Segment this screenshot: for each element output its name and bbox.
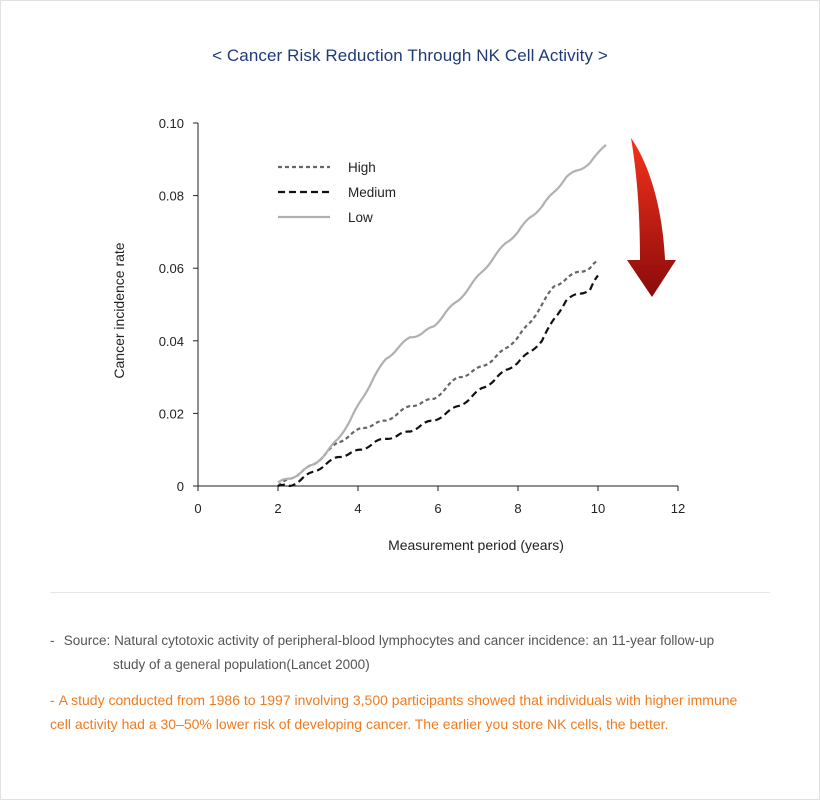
y-tick-label: 0.02 xyxy=(159,406,184,421)
legend-label-low: Low xyxy=(348,210,373,225)
x-tick-label: 2 xyxy=(274,501,281,516)
x-tick-label: 12 xyxy=(671,501,685,516)
source-citation: - Source: Natural cytotoxic activity of … xyxy=(50,629,780,677)
series-line-low xyxy=(277,143,607,484)
y-axis-title: Cancer incidence rate xyxy=(111,242,127,378)
note-text: A study conducted from 1986 to 1997 invo… xyxy=(50,692,738,732)
chart-title: < Cancer Risk Reduction Through NK Cell … xyxy=(212,46,608,65)
y-tick-label: 0.10 xyxy=(159,116,184,131)
y-tick-label: 0.06 xyxy=(159,261,184,276)
y-tick-label: 0 xyxy=(177,479,184,494)
source-label: Source: xyxy=(63,633,111,648)
x-tick-label: 10 xyxy=(591,501,605,516)
source-dash: - xyxy=(50,633,55,648)
line-chart: 0 2 4 6 8 10 12 0 0.02 0.04 0.06 0.08 0.10 High Mediu… xyxy=(111,116,686,553)
y-tick-label: 0.08 xyxy=(159,189,184,204)
study-note: -A study conducted from 1986 to 1997 inv… xyxy=(50,688,760,736)
series-group xyxy=(277,143,607,488)
down-arrow-icon xyxy=(627,138,676,297)
x-tick-label: 6 xyxy=(434,501,441,516)
x-tick-label: 4 xyxy=(354,501,361,516)
x-tick-label: 0 xyxy=(194,501,201,516)
source-line-1: Natural cytotoxic activity of peripheral… xyxy=(114,633,715,648)
x-tick-label: 8 xyxy=(514,501,521,516)
y-tick-label: 0.04 xyxy=(159,334,184,349)
series-line-high xyxy=(277,259,599,487)
legend: High Medium Low xyxy=(278,160,396,225)
x-axis-title: Measurement period (years) xyxy=(388,537,564,553)
series-line-medium xyxy=(277,274,599,488)
legend-label-high: High xyxy=(348,160,376,175)
axes: 0 2 4 6 8 10 12 0 0.02 0.04 0.06 0.08 0.10 xyxy=(159,116,686,516)
source-line-2: study of a general population(Lancet 200… xyxy=(113,657,370,672)
legend-label-medium: Medium xyxy=(348,185,396,200)
divider xyxy=(50,592,770,593)
note-dash: - xyxy=(50,692,55,708)
